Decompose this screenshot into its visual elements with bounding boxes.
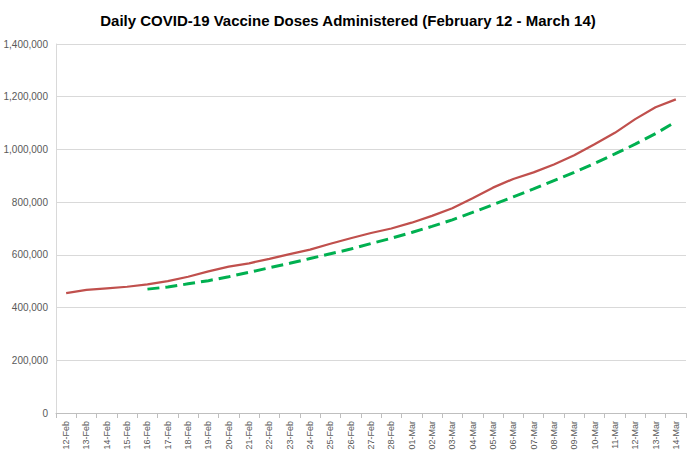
svg-text:600,000: 600,000 <box>12 249 49 260</box>
svg-text:23-Feb: 23-Feb <box>285 421 295 450</box>
svg-text:1,000,000: 1,000,000 <box>4 144 49 155</box>
svg-text:25-Feb: 25-Feb <box>325 421 335 450</box>
svg-text:12-Feb: 12-Feb <box>61 421 71 450</box>
svg-text:13-Mar: 13-Mar <box>651 421 661 450</box>
svg-text:10-Mar: 10-Mar <box>590 421 600 450</box>
svg-text:13-Feb: 13-Feb <box>81 421 91 450</box>
svg-text:0: 0 <box>42 408 48 419</box>
svg-text:26-Feb: 26-Feb <box>346 421 356 450</box>
svg-text:01-Mar: 01-Mar <box>407 421 417 450</box>
svg-text:24-Feb: 24-Feb <box>305 421 315 450</box>
svg-text:15-Feb: 15-Feb <box>122 421 132 450</box>
svg-text:06-Mar: 06-Mar <box>508 421 518 450</box>
svg-text:22-Feb: 22-Feb <box>264 421 274 450</box>
svg-text:04-Mar: 04-Mar <box>468 421 478 450</box>
svg-text:03-Mar: 03-Mar <box>447 421 457 450</box>
svg-text:21-Feb: 21-Feb <box>244 421 254 450</box>
svg-text:Daily COVID-19 Vaccine Doses A: Daily COVID-19 Vaccine Doses Administere… <box>100 12 595 29</box>
svg-text:800,000: 800,000 <box>12 197 49 208</box>
svg-text:17-Feb: 17-Feb <box>163 421 173 450</box>
svg-text:07-Mar: 07-Mar <box>529 421 539 450</box>
svg-text:14-Mar: 14-Mar <box>671 421 681 450</box>
svg-text:09-Mar: 09-Mar <box>569 421 579 450</box>
svg-text:18-Feb: 18-Feb <box>183 421 193 450</box>
svg-text:02-Mar: 02-Mar <box>427 421 437 450</box>
svg-text:20-Feb: 20-Feb <box>224 421 234 450</box>
svg-text:1,200,000: 1,200,000 <box>4 91 49 102</box>
svg-text:08-Mar: 08-Mar <box>549 421 559 450</box>
svg-text:1,400,000: 1,400,000 <box>4 39 49 50</box>
svg-text:27-Feb: 27-Feb <box>366 421 376 450</box>
svg-text:05-Mar: 05-Mar <box>488 421 498 450</box>
svg-text:19-Feb: 19-Feb <box>203 421 213 450</box>
svg-text:11-Mar: 11-Mar <box>610 421 620 449</box>
svg-text:400,000: 400,000 <box>12 302 49 313</box>
svg-text:14-Feb: 14-Feb <box>102 421 112 450</box>
svg-text:16-Feb: 16-Feb <box>142 421 152 450</box>
svg-text:12-Mar: 12-Mar <box>630 421 640 450</box>
svg-text:200,000: 200,000 <box>12 355 49 366</box>
svg-text:28-Feb: 28-Feb <box>386 421 396 450</box>
